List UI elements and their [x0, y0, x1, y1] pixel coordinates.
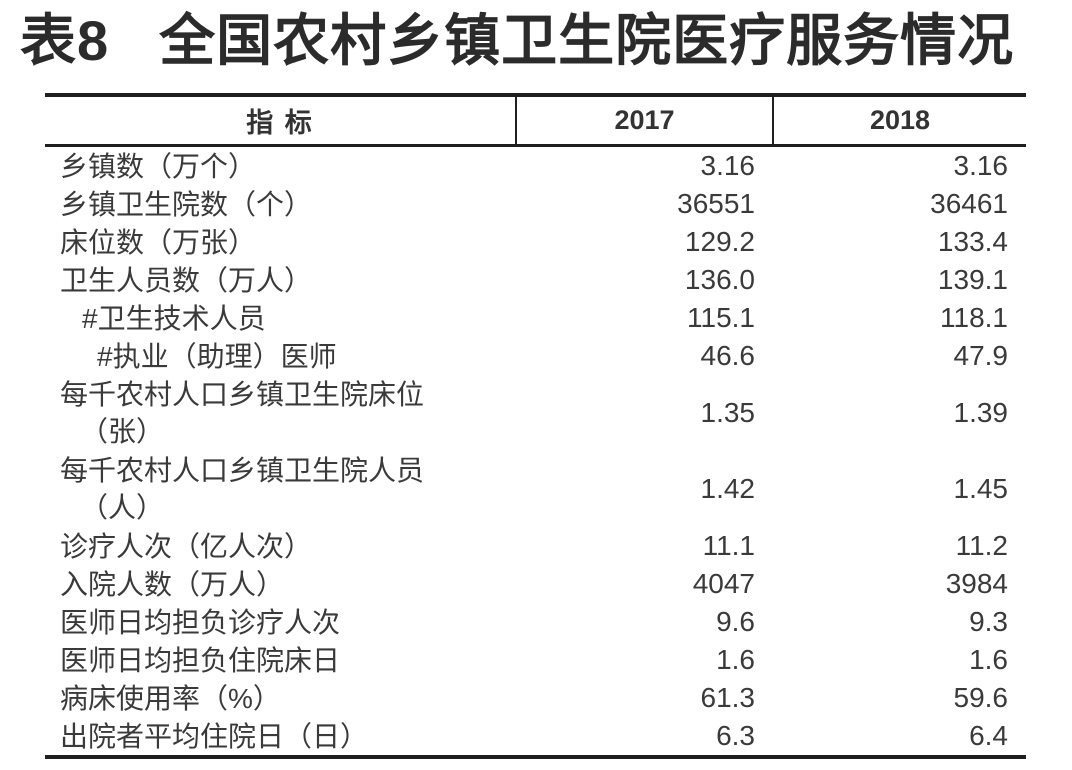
value-2018: 3984: [945, 568, 1008, 599]
table-row: 卫生人员数（万人） 136.0 139.1: [45, 261, 1026, 299]
indicator-label: 每千农村人口乡镇卫生院床位 （张）: [45, 376, 515, 450]
indicator-label: 诊疗人次（亿人次）: [60, 530, 313, 562]
header-indicator: 指 标: [246, 108, 314, 138]
value-2017: 61.3: [700, 682, 756, 713]
value-2018: 1.6: [969, 644, 1008, 675]
table-row: 乡镇数（万个） 3.16 3.16: [45, 147, 1026, 185]
indicator-label: 病床使用率（%）: [60, 682, 281, 714]
indicator-label: 乡镇卫生院数（个）: [60, 188, 313, 220]
table-row: 医师日均担负诊疗人次 9.6 9.3: [45, 603, 1026, 641]
value-2018: 1.45: [953, 473, 1009, 504]
table-row: 每千农村人口乡镇卫生院人员 （人） 1.42 1.45: [45, 451, 1026, 527]
indicator-label: 每千农村人口乡镇卫生院人员 （人）: [45, 452, 515, 526]
value-2017: 46.6: [700, 340, 756, 371]
indicator-label: 出院者平均住院日（日）: [60, 720, 369, 752]
value-2017: 36551: [677, 188, 755, 219]
value-2017: 136.0: [684, 264, 755, 295]
value-2018: 47.9: [953, 340, 1009, 371]
indicator-label: #执业（助理）医师: [97, 340, 337, 372]
table-row: 病床使用率（%） 61.3 59.6: [45, 679, 1026, 717]
table-row: 医师日均担负住院床日 1.6 1.6: [45, 641, 1026, 679]
value-2017: 4047: [692, 568, 755, 599]
table-row: #执业（助理）医师 46.6 47.9: [45, 337, 1026, 375]
table-row: 诊疗人次（亿人次） 11.1 11.2: [45, 527, 1026, 565]
value-2017: 115.1: [687, 302, 755, 333]
header-2017: 2017: [515, 97, 772, 144]
table-header-row: 指 标 2017 2018: [45, 97, 1026, 147]
indicator-label: 医师日均担负诊疗人次: [60, 606, 341, 638]
value-2017: 3.16: [700, 150, 756, 181]
value-2017: 1.6: [716, 644, 755, 675]
value-2017: 1.35: [700, 397, 756, 428]
value-2018: 11.2: [955, 530, 1008, 561]
value-2017: 6.3: [716, 720, 755, 751]
indicator-line-2: （张）: [80, 416, 165, 447]
table-row: 每千农村人口乡镇卫生院床位 （张） 1.35 1.39: [45, 375, 1026, 451]
table-title-text: 全国农村乡镇卫生院医疗服务情况: [159, 9, 1015, 72]
table-row: 床位数（万张） 129.2 133.4: [45, 223, 1026, 261]
indicator-label: 床位数（万张）: [60, 226, 257, 258]
indicator-label: 卫生人员数（万人）: [60, 264, 313, 296]
value-2018: 59.6: [953, 682, 1009, 713]
table-row: 乡镇卫生院数（个） 36551 36461: [45, 185, 1026, 223]
value-2018: 1.39: [953, 397, 1009, 428]
indicator-label: 医师日均担负住院床日: [60, 644, 341, 676]
value-2017: 11.1: [702, 530, 755, 561]
header-2018: 2018: [772, 97, 1026, 144]
value-2018: 3.16: [953, 150, 1009, 181]
indicator-label: #卫生技术人员: [82, 302, 266, 334]
table-number: 表8: [20, 9, 110, 72]
value-2018: 9.3: [969, 606, 1008, 637]
value-2018: 133.4: [937, 226, 1008, 257]
value-2017: 1.42: [700, 473, 756, 504]
indicator-label: 入院人数（万人）: [60, 568, 285, 600]
table-row: 入院人数（万人） 4047 3984: [45, 565, 1026, 603]
data-table: 指 标 2017 2018 乡镇数（万个） 3.16 3.16 乡镇卫生院数（个…: [45, 93, 1026, 759]
value-2018: 139.1: [937, 264, 1008, 295]
indicator-line-1: 每千农村人口乡镇卫生院床位: [60, 379, 425, 410]
value-2017: 9.6: [716, 606, 755, 637]
indicator-line-2: （人）: [80, 492, 165, 523]
indicator-label: 乡镇数（万个）: [60, 150, 257, 182]
table-row: #卫生技术人员 115.1 118.1: [45, 299, 1026, 337]
value-2017: 129.2: [684, 226, 755, 257]
indicator-line-1: 每千农村人口乡镇卫生院人员: [60, 455, 425, 486]
table-row: 出院者平均住院日（日） 6.3 6.4: [45, 717, 1026, 755]
value-2018: 6.4: [969, 720, 1008, 751]
value-2018: 118.1: [940, 302, 1008, 333]
page-title: 表8 全国农村乡镇卫生院医疗服务情况: [20, 8, 1014, 74]
value-2018: 36461: [930, 188, 1008, 219]
